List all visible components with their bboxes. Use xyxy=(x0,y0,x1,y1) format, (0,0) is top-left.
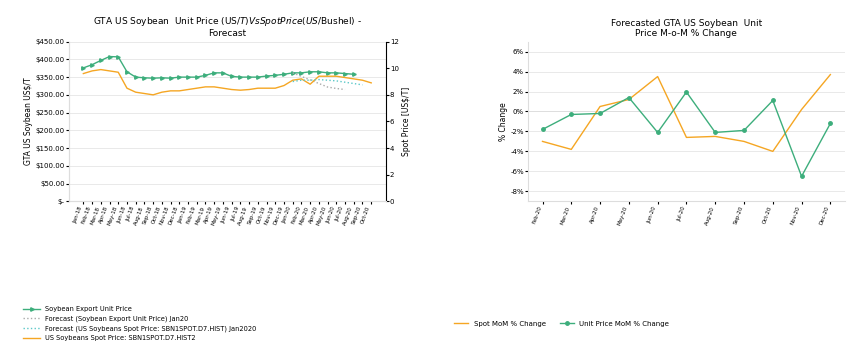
Title: GTA US Soybean  Unit Price (US$/T) Vs Spot Price (US$/Bushel) -
Forecast: GTA US Soybean Unit Price (US$/T) Vs Spo… xyxy=(93,15,362,38)
Legend: Soybean Export Unit Price, Forecast (Soybean Export Unit Price) Jan20, Forecast : Soybean Export Unit Price, Forecast (Soy… xyxy=(21,303,259,344)
Title: Forecasted GTA US Soybean  Unit
Price M-o-M % Change: Forecasted GTA US Soybean Unit Price M-o… xyxy=(610,19,761,38)
Legend: Spot MoM % Change, Unit Price MoM % Change: Spot MoM % Change, Unit Price MoM % Chan… xyxy=(451,318,671,330)
Y-axis label: Spot Price [US$/T]: Spot Price [US$/T] xyxy=(401,87,410,156)
Y-axis label: GTA US Soybean US$/T: GTA US Soybean US$/T xyxy=(24,78,33,165)
Y-axis label: % Change: % Change xyxy=(498,102,507,141)
